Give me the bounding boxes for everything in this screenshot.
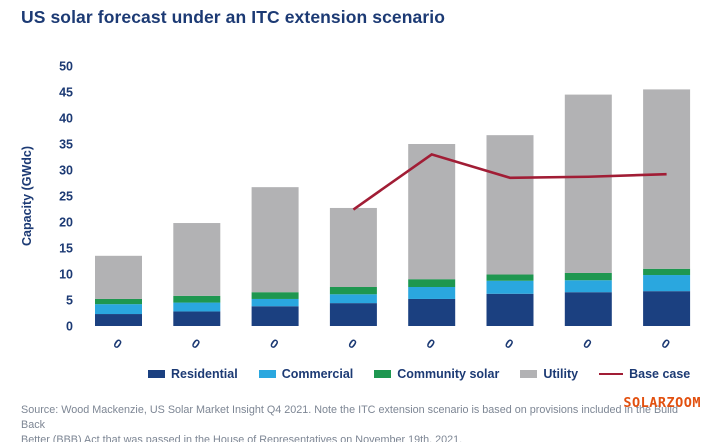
bar-segment-commercial bbox=[95, 304, 142, 315]
bar-segment-utility bbox=[95, 255, 142, 299]
bar-segment-commercial bbox=[486, 280, 534, 294]
x-tick-label: 0 bbox=[346, 336, 360, 351]
x-tick-label: 0 bbox=[580, 336, 594, 351]
bar-segment-utility bbox=[408, 144, 456, 280]
chart-title: US solar forecast under an ITC extension… bbox=[21, 7, 446, 27]
legend-label: Commercial bbox=[281, 367, 354, 381]
y-tick-label: 20 bbox=[59, 216, 73, 230]
bar-segment-community-solar bbox=[173, 295, 221, 303]
legend-color-swatch bbox=[258, 370, 276, 378]
y-tick-label: 30 bbox=[59, 164, 73, 178]
bar-segment-utility bbox=[329, 207, 377, 287]
legend-color-swatch bbox=[520, 370, 538, 378]
y-tick-label: 25 bbox=[59, 190, 73, 204]
base-case-line bbox=[352, 152, 667, 211]
solarzoom-watermark: SOLARZOOM bbox=[623, 395, 701, 411]
bar-segment-community-solar bbox=[486, 274, 534, 281]
source-note: Source: Wood Mackenzie, US Solar Market … bbox=[21, 403, 693, 442]
bar-segment-residential bbox=[564, 292, 612, 326]
bar-segment-community-solar bbox=[95, 298, 142, 305]
bar-segment-commercial bbox=[251, 298, 299, 307]
legend-item-base-case: Base case bbox=[599, 367, 690, 381]
bar-segment-commercial bbox=[173, 302, 221, 312]
y-tick-label: 10 bbox=[59, 268, 73, 282]
legend-item-utility: Utility bbox=[520, 367, 578, 381]
x-tick-label: 0 bbox=[502, 336, 516, 351]
bar-segment-utility bbox=[486, 135, 534, 275]
bar-segment-commercial bbox=[643, 275, 691, 292]
y-axis-title: Capacity (GWdc) bbox=[20, 146, 34, 246]
bar-segment-residential bbox=[173, 311, 221, 326]
legend-label: Community solar bbox=[397, 367, 500, 381]
legend-label: Base case bbox=[629, 367, 691, 381]
y-tick-label: 0 bbox=[66, 320, 73, 334]
bar-segment-utility bbox=[564, 94, 612, 273]
bar-segment-community-solar bbox=[408, 279, 456, 287]
x-tick-label: 0 bbox=[189, 336, 203, 351]
x-tick-label: 0 bbox=[659, 336, 673, 351]
bar-segment-utility bbox=[173, 223, 221, 296]
y-tick-label: 45 bbox=[59, 86, 73, 100]
bar-segment-utility bbox=[643, 89, 691, 269]
bar-segment-community-solar bbox=[251, 292, 299, 299]
y-tick-label: 40 bbox=[59, 112, 73, 126]
legend-item-residential: Residential bbox=[148, 367, 238, 381]
bar-segment-residential bbox=[329, 303, 377, 326]
legend-item-community-solar: Community solar bbox=[374, 367, 499, 381]
bar-segment-utility bbox=[251, 187, 299, 293]
bar-segment-residential bbox=[251, 306, 299, 326]
x-tick-label: 0 bbox=[111, 336, 125, 351]
bar-segment-commercial bbox=[329, 294, 377, 304]
source-note-line1: Source: Wood Mackenzie, US Solar Market … bbox=[21, 404, 678, 432]
x-tick-label: 0 bbox=[424, 336, 438, 351]
bar-segment-community-solar bbox=[564, 272, 612, 281]
y-tick-label: 35 bbox=[59, 138, 73, 152]
bar-segment-residential bbox=[408, 298, 456, 326]
chart-legend: Residential Commercial Community solar Util… bbox=[148, 367, 690, 381]
y-tick-label: 5 bbox=[66, 294, 73, 308]
y-tick-label: 50 bbox=[59, 60, 73, 74]
bar-segment-residential bbox=[95, 314, 142, 326]
bar-segment-community-solar bbox=[643, 268, 691, 276]
legend-label: Utility bbox=[543, 367, 579, 381]
bar-segment-residential bbox=[486, 293, 534, 326]
legend-color-swatch bbox=[374, 370, 392, 378]
legend-label: Residential bbox=[171, 367, 238, 381]
bar-segment-residential bbox=[643, 291, 691, 326]
y-tick-label: 15 bbox=[59, 242, 73, 256]
legend-color-swatch bbox=[148, 370, 165, 378]
legend-item-commercial: Commercial bbox=[258, 367, 354, 381]
legend-line-marker bbox=[599, 372, 624, 376]
source-note-line2: Better (BBB) Act that was passed in the … bbox=[21, 434, 463, 442]
bar-segment-commercial bbox=[564, 280, 612, 293]
x-tick-label: 0 bbox=[267, 336, 281, 351]
bar-segment-community-solar bbox=[329, 287, 377, 295]
bar-segment-commercial bbox=[408, 287, 456, 299]
